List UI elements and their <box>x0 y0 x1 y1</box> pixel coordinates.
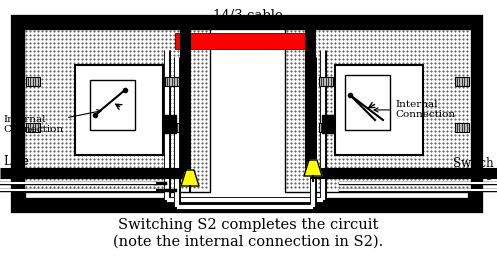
Bar <box>26 123 40 132</box>
Text: 14/3 cable: 14/3 cable <box>213 9 283 22</box>
Text: Internal
Connection: Internal Connection <box>374 100 455 119</box>
Bar <box>285 29 471 192</box>
Bar <box>165 77 179 86</box>
Bar <box>75 65 163 155</box>
Bar <box>345 75 390 130</box>
Bar <box>319 77 333 86</box>
Text: Leg: Leg <box>472 167 494 180</box>
Bar <box>90 80 135 130</box>
Bar <box>18 22 475 205</box>
Bar <box>164 115 176 133</box>
Text: Line: Line <box>3 155 29 168</box>
Bar <box>175 33 315 49</box>
Text: Internal
Connection: Internal Connection <box>3 110 101 134</box>
Bar <box>24 29 210 192</box>
Bar <box>455 123 469 132</box>
Bar <box>319 123 333 132</box>
Polygon shape <box>181 170 199 186</box>
Text: Switching S2 completes the circuit: Switching S2 completes the circuit <box>118 218 378 232</box>
Bar <box>455 77 469 86</box>
Bar <box>165 123 179 132</box>
Bar <box>26 77 40 86</box>
Bar <box>335 65 423 155</box>
Polygon shape <box>304 160 322 176</box>
Text: (note the internal connection in S2).: (note the internal connection in S2). <box>113 235 383 249</box>
Bar <box>322 115 334 133</box>
Text: Switch: Switch <box>453 157 494 170</box>
